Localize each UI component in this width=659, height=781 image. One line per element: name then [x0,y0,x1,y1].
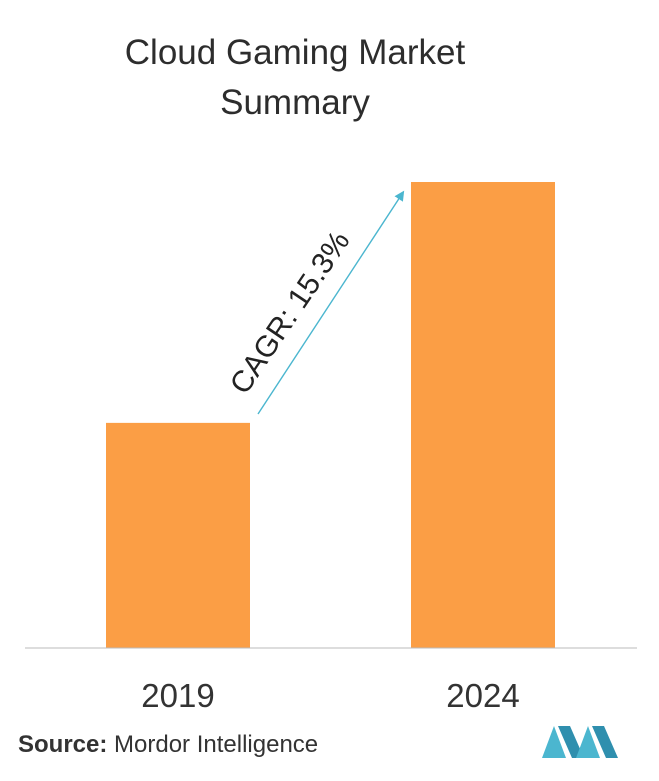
mordor-logo-icon [542,726,618,758]
x-tick-label-2019: 2019 [141,677,214,714]
bar-2024 [411,182,555,648]
chart-title: Cloud Gaming Market Summary [124,33,466,122]
cagr-arrow [257,190,405,415]
source-line: Source: Mordor Intelligence [18,731,318,759]
source-text: Mordor Intelligence [114,731,319,758]
cagr-label: CAGR: 15.3% [224,225,357,400]
bars-group [106,182,555,648]
bar-2019 [106,422,250,648]
x-tick-labels: 2019 2024 [141,677,519,714]
source-label: Source: [18,731,108,758]
x-tick-label-2024: 2024 [446,677,519,714]
